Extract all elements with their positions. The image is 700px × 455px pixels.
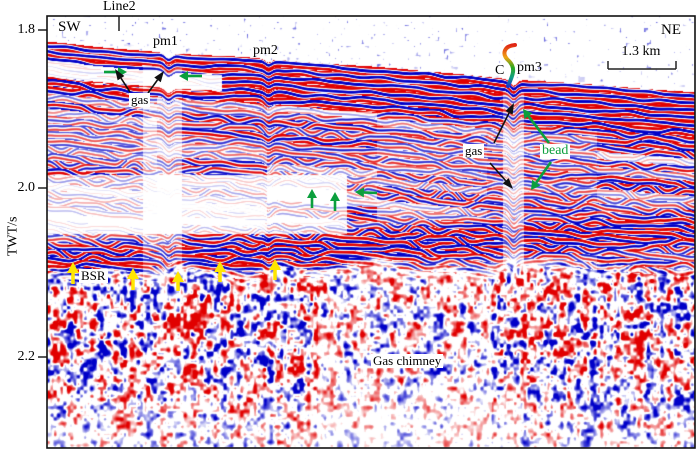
gas-right-label: gas [463, 143, 485, 158]
bsr-label: BSR [79, 268, 108, 283]
bead-label: bead [540, 143, 571, 159]
flare-c-label: C [495, 63, 505, 78]
pockmark-pm3-label: pm3 [517, 60, 542, 75]
seismic-section-image [47, 16, 695, 448]
line-name-label: Line2 [103, 0, 136, 14]
pockmark-pm2-label: pm2 [253, 43, 278, 58]
scale-bar-label: 1.3 km [621, 44, 661, 59]
pockmark-pm1-label: pm1 [153, 34, 178, 49]
gas-chimney-label: Gas chimney [371, 353, 444, 368]
gas-left-label: gas [129, 92, 151, 107]
orientation-sw-label: SW [58, 19, 81, 35]
y-tick-label-3: 2.2 [17, 349, 36, 364]
y-tick-label-2: 2.0 [17, 180, 36, 195]
y-tick-label-1: 1.8 [17, 22, 36, 37]
y-axis-title: TWT/s [5, 216, 21, 257]
orientation-ne-label: NE [661, 22, 681, 38]
